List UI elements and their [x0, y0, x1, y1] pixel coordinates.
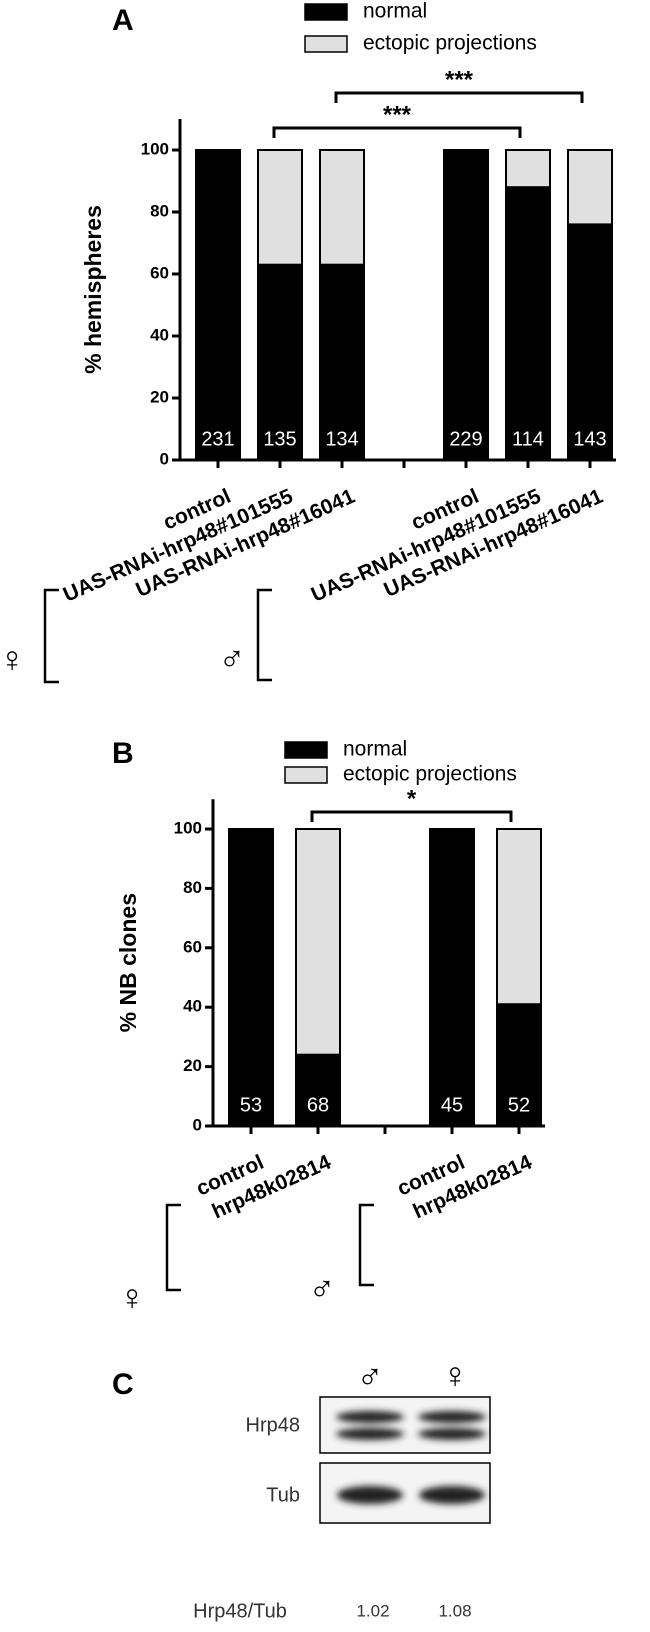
- bar-segment: [295, 828, 341, 1056]
- y-tick-label: 0: [193, 1115, 202, 1134]
- blot-frame: [319, 1396, 491, 1454]
- bar-segment: [443, 149, 489, 461]
- significance-bracket: [334, 91, 584, 103]
- row-label: Hrp48: [246, 1414, 300, 1436]
- band: [419, 1486, 485, 1504]
- legend-label: ectopic projections: [343, 763, 517, 786]
- n-label: 68: [307, 1094, 329, 1116]
- group-label: ♀: [119, 1277, 146, 1318]
- y-tick-label: 60: [183, 937, 202, 956]
- y-tick-label: 0: [160, 449, 169, 468]
- y-tick-label: 80: [183, 878, 202, 897]
- significance-label: *: [407, 785, 417, 812]
- bar-segment: [228, 828, 274, 1127]
- n-label: 134: [325, 428, 358, 450]
- legend-swatch: [284, 766, 328, 784]
- bar-segment: [505, 186, 551, 461]
- band: [336, 1428, 404, 1440]
- significance-label: ***: [445, 66, 474, 93]
- n-label: 229: [449, 428, 482, 450]
- bar-segment: [567, 149, 613, 226]
- significance-bracket: [310, 810, 513, 822]
- bar-segment: [319, 149, 365, 266]
- y-tick-label: 100: [141, 139, 169, 158]
- n-label: 143: [573, 428, 606, 450]
- y-tick-label: 100: [174, 818, 202, 837]
- panel-letter: C: [112, 1368, 134, 1401]
- panel-letter: A: [112, 4, 134, 37]
- y-tick-label: 40: [150, 325, 169, 344]
- bar-segment: [319, 263, 365, 462]
- band: [336, 1411, 404, 1423]
- n-label: 114: [512, 428, 544, 450]
- n-label: 231: [201, 428, 234, 450]
- ratio-label: Hrp48/Tub: [193, 1600, 287, 1622]
- significance-bracket: [272, 126, 522, 138]
- legend-label: normal: [343, 738, 407, 761]
- significance-label: ***: [383, 101, 412, 128]
- group-bracket: [43, 588, 59, 684]
- row-label: Tub: [266, 1484, 300, 1506]
- legend-label: ectopic projections: [363, 32, 537, 55]
- bar-segment: [429, 828, 475, 1127]
- group-bracket: [165, 1203, 181, 1292]
- band: [337, 1486, 403, 1504]
- group-bracket: [256, 588, 272, 682]
- ratio-value: 1.08: [438, 1601, 471, 1620]
- band: [418, 1428, 486, 1440]
- y-tick-label: 40: [183, 997, 202, 1016]
- column-label: ♀: [442, 1355, 469, 1396]
- n-label: 52: [508, 1094, 530, 1116]
- n-label: 45: [441, 1094, 463, 1116]
- bar-segment: [505, 149, 551, 189]
- n-label: 135: [263, 428, 296, 450]
- bar-segment: [257, 149, 303, 266]
- legend-swatch: [304, 3, 348, 21]
- y-axis-label: % hemispheres: [80, 205, 106, 374]
- group-label: ♀: [0, 639, 26, 680]
- y-axis-label: % NB clones: [115, 893, 141, 1032]
- bar-segment: [195, 149, 241, 461]
- blot-panel: C ♂ ♀ Hrp48 Tub Hrp48/Tub 1.02 1.08: [112, 1355, 491, 1622]
- legend-swatch: [304, 35, 348, 53]
- group-label: ♂: [309, 1267, 336, 1308]
- legend-swatch: [284, 741, 328, 759]
- y-tick-label: 20: [150, 387, 169, 406]
- legend-label: normal: [363, 0, 427, 23]
- group-label: ♂: [219, 637, 246, 678]
- column-label: ♂: [357, 1355, 384, 1396]
- ratio-value: 1.02: [356, 1601, 389, 1620]
- y-tick-label: 20: [183, 1056, 202, 1075]
- y-tick-label: 60: [150, 263, 169, 282]
- panel-letter: B: [112, 737, 134, 770]
- n-label: 53: [240, 1094, 262, 1116]
- bar-segment: [496, 828, 542, 1006]
- y-tick-label: 80: [150, 201, 169, 220]
- group-bracket: [358, 1203, 374, 1287]
- bar-segment: [295, 1053, 341, 1127]
- band: [418, 1411, 486, 1423]
- bar-segment: [567, 223, 613, 461]
